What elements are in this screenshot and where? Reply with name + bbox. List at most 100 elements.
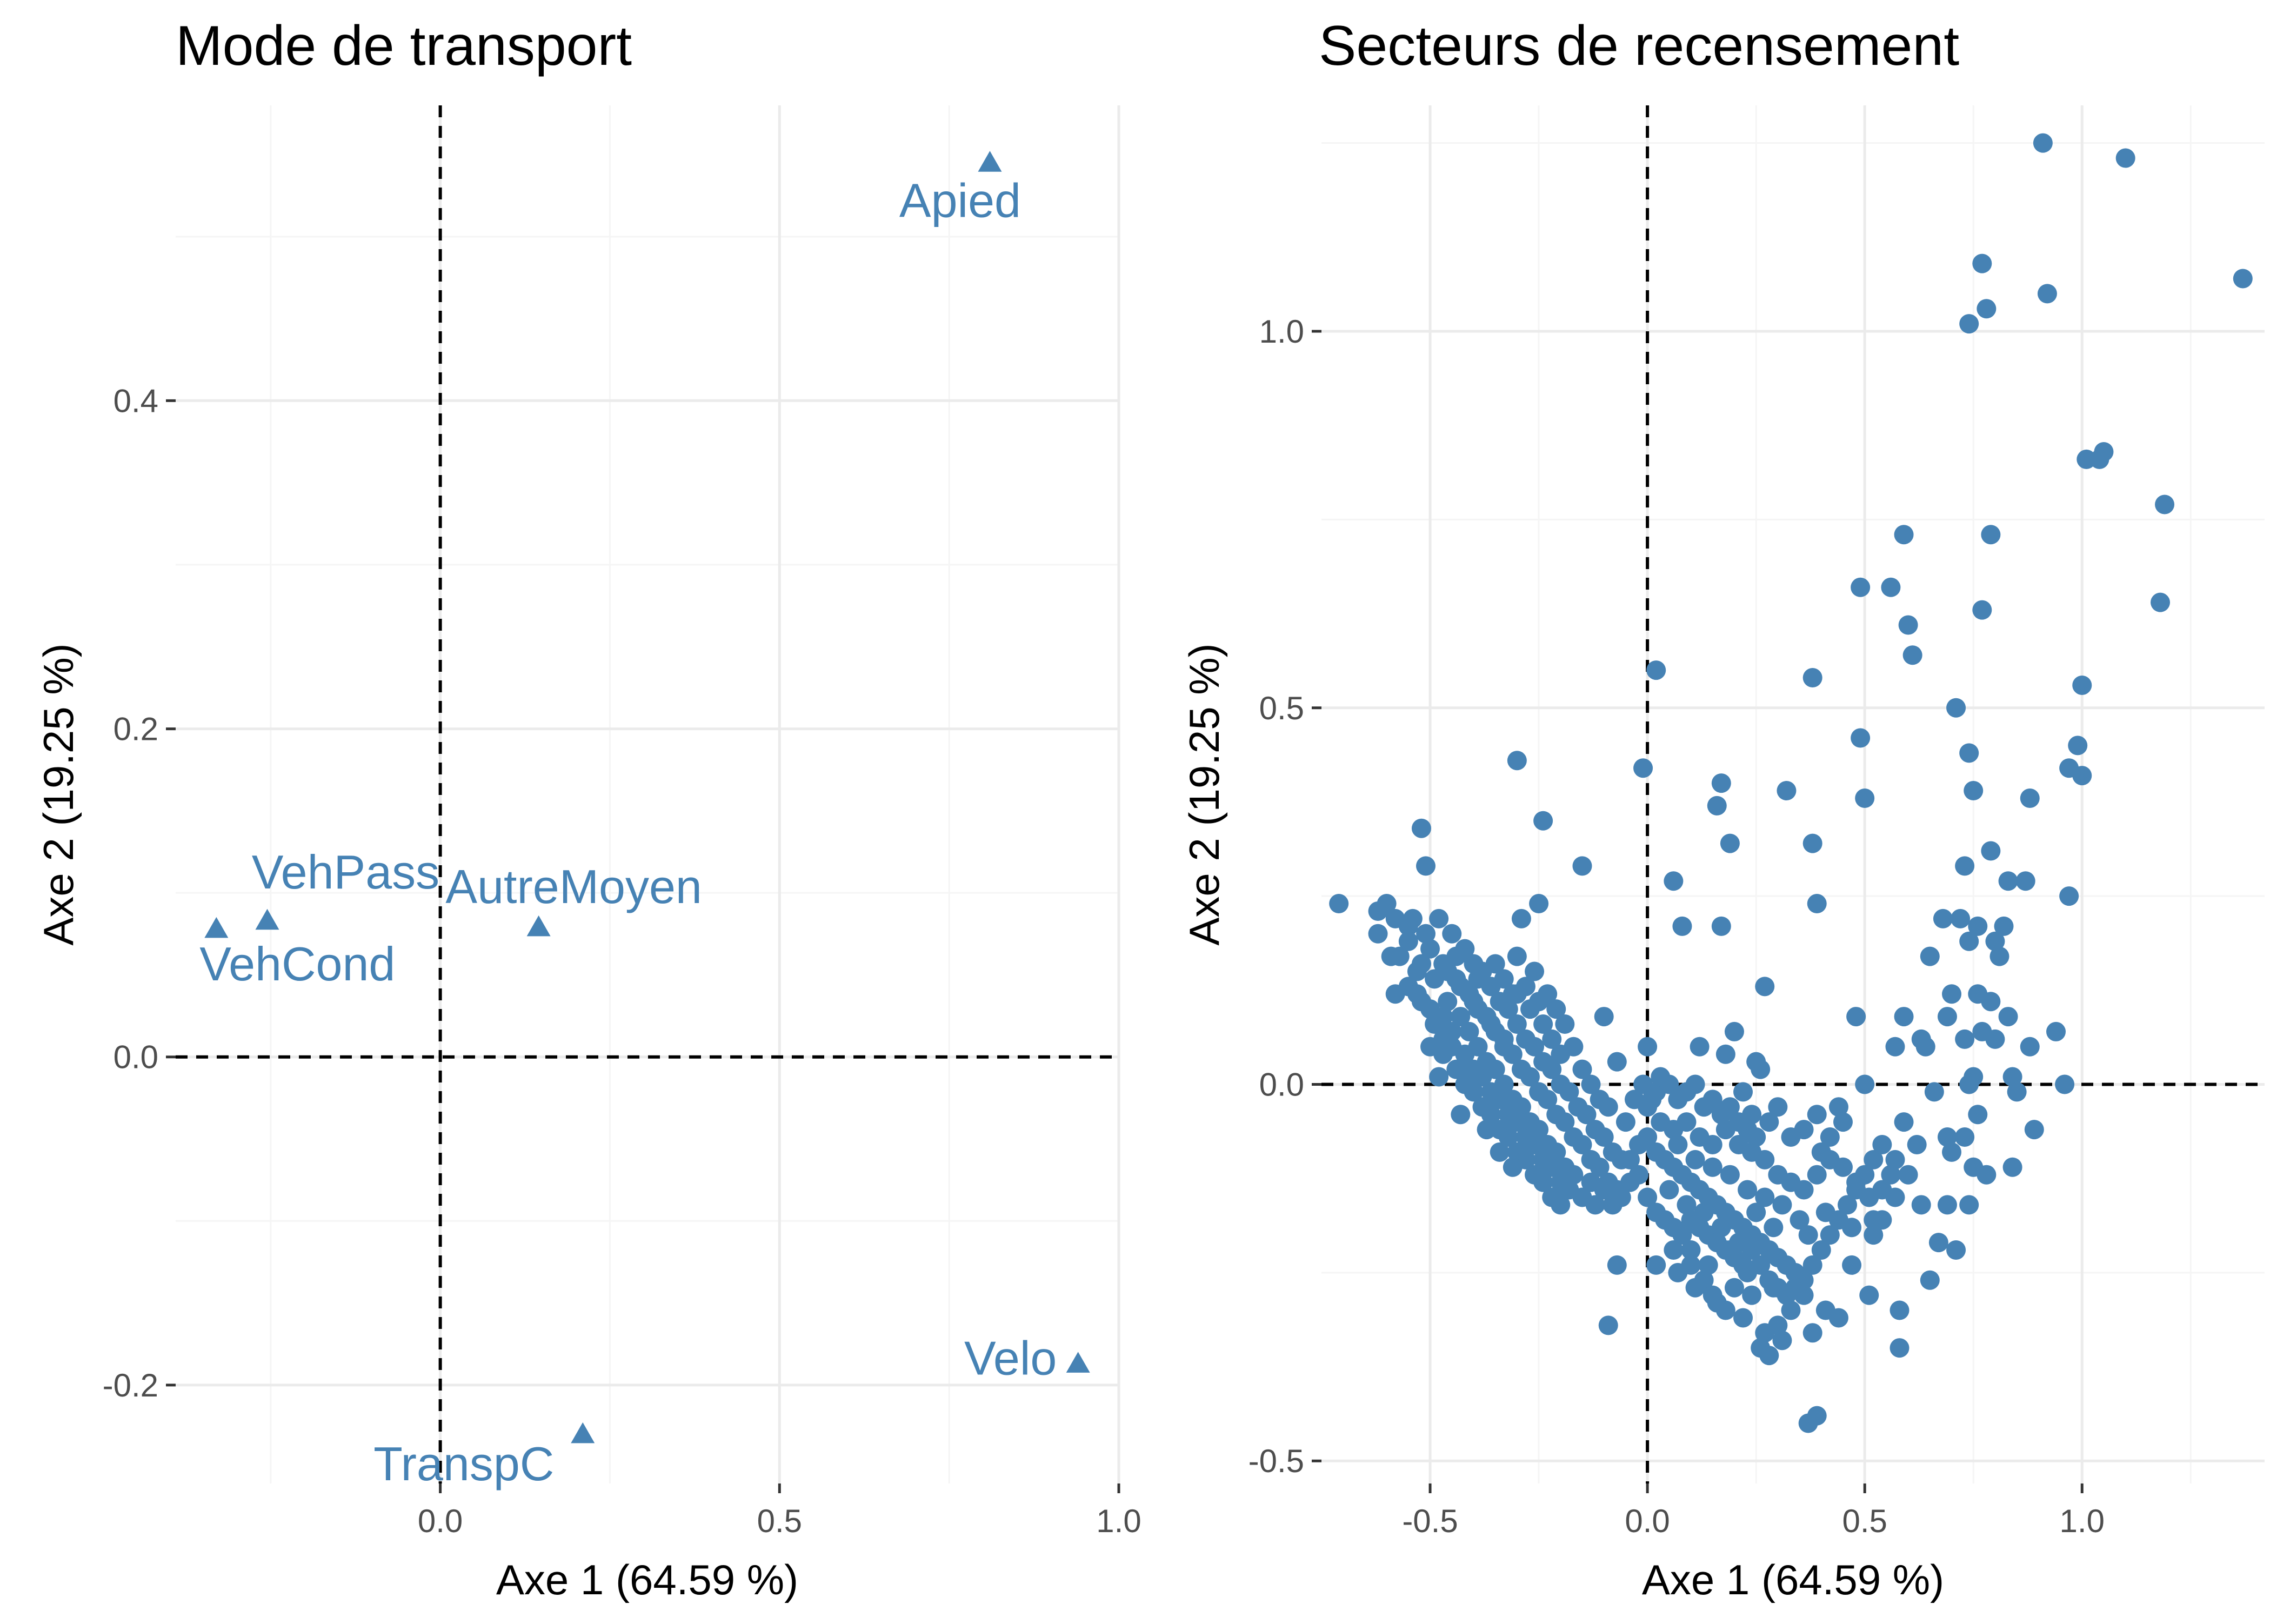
data-point: [1790, 1210, 1810, 1230]
data-point: [1894, 1112, 1914, 1132]
data-point: [1855, 1074, 1875, 1094]
data-point: [1533, 1014, 1553, 1034]
data-point: [1698, 1255, 1718, 1275]
data-point: [1407, 984, 1427, 1004]
data-point: [1755, 1323, 1775, 1343]
data-point: [1994, 916, 2014, 936]
data-point: [1798, 1413, 1818, 1433]
data-point: [1594, 1127, 1614, 1147]
data-point: [1733, 1255, 1753, 1275]
data-point: [1638, 1187, 1658, 1207]
data-point: [1885, 1150, 1905, 1169]
data-point: [2151, 592, 2171, 612]
data-point: [1464, 992, 1484, 1012]
data-point: [1420, 939, 1440, 959]
data-point: [1920, 1270, 1940, 1290]
data-point: [1559, 1082, 1579, 1102]
data-point: [1594, 1180, 1614, 1200]
data-point: [1751, 1059, 1771, 1079]
data-point: [1411, 954, 1431, 974]
data-point: [1702, 1090, 1722, 1110]
data-point: [1659, 1074, 1679, 1094]
data-point: [1416, 856, 1436, 876]
data-point: [1820, 1225, 1840, 1245]
data-point: [1702, 1134, 1722, 1154]
data-point: [1951, 908, 1971, 928]
data-point: [1529, 1120, 1549, 1140]
data-point: [1872, 1180, 1892, 1200]
data-point: [1481, 1105, 1501, 1125]
data-point: [1820, 1127, 1840, 1147]
data-point: [2055, 1074, 2075, 1094]
data-point: [1894, 525, 1914, 545]
data-point: [1946, 698, 1966, 718]
data-point: [1815, 1202, 1835, 1222]
y-tick-label: 0.0: [114, 1039, 158, 1075]
data-point: [1525, 961, 1545, 981]
data-point: [1724, 1021, 1744, 1041]
data-point: [1989, 946, 2009, 966]
data-point: [1728, 1233, 1748, 1253]
data-point: [2002, 1067, 2022, 1087]
data-point: [1690, 1037, 1710, 1057]
data-point: [1807, 1165, 1827, 1185]
data-point: [1794, 1270, 1814, 1290]
data-point: [1429, 908, 1449, 928]
data-point: [1685, 1278, 1705, 1298]
chart-title: Secteurs de recensement: [1319, 15, 1959, 77]
data-point: [1485, 954, 1505, 974]
data-point: [1507, 751, 1527, 771]
data-point: [1759, 1112, 1779, 1132]
data-point: [1720, 1097, 1740, 1117]
data-point: [1715, 1300, 1735, 1320]
data-point: [1746, 1127, 1766, 1147]
y-tick-label: 0.0: [1259, 1066, 1304, 1102]
data-point: [1898, 1165, 1918, 1185]
data-point: [1368, 924, 1388, 944]
data-point: [1842, 1255, 1862, 1275]
data-point: [1746, 1202, 1766, 1222]
data-point: [1707, 796, 1727, 816]
data-point: [1507, 1014, 1527, 1034]
data-point: [1933, 908, 1953, 928]
data-point: [1946, 1240, 1966, 1260]
data-point: [1416, 924, 1436, 944]
x-tick-label: 0.5: [1842, 1503, 1887, 1539]
data-point: [1438, 961, 1458, 981]
data-point: [1503, 1157, 1523, 1177]
data-point: [1751, 1255, 1771, 1275]
data-point: [1864, 1225, 1884, 1245]
data-point: [1611, 1187, 1631, 1207]
data-point: [1720, 833, 1740, 853]
data-point: [1851, 577, 1871, 597]
data-point: [1720, 1165, 1740, 1185]
data-point: [1446, 946, 1466, 966]
x-tick-label: 1.0: [1096, 1503, 1141, 1539]
data-point: [1442, 924, 1462, 944]
data-point: [1585, 1195, 1605, 1215]
data-point: [1972, 253, 1992, 273]
y-tick-label: -0.5: [1248, 1443, 1304, 1479]
data-point: [1594, 1007, 1614, 1027]
data-point: [1411, 818, 1431, 838]
y-axis-label: Axe 2 (19.25 %): [35, 643, 82, 945]
x-tick-label: 0.0: [1625, 1503, 1670, 1539]
data-point: [1403, 908, 1423, 928]
data-point: [1881, 577, 1901, 597]
data-point: [1607, 1052, 1627, 1072]
point-label-transpc: TranspC: [373, 1437, 554, 1491]
data-point: [1794, 1285, 1814, 1305]
data-point: [1794, 1180, 1814, 1200]
data-point: [1968, 916, 1988, 936]
data-point: [1633, 1074, 1653, 1094]
data-point: [1672, 916, 1692, 936]
data-point: [1672, 1225, 1692, 1245]
y-tick-label: -0.2: [103, 1367, 158, 1404]
data-point: [1433, 1007, 1453, 1027]
data-point: [1459, 1021, 1479, 1041]
data-point: [1572, 1134, 1592, 1154]
data-point: [1907, 1134, 1927, 1154]
data-point: [1798, 1225, 1818, 1245]
data-point: [1711, 773, 1731, 793]
data-point: [1742, 1285, 1762, 1305]
